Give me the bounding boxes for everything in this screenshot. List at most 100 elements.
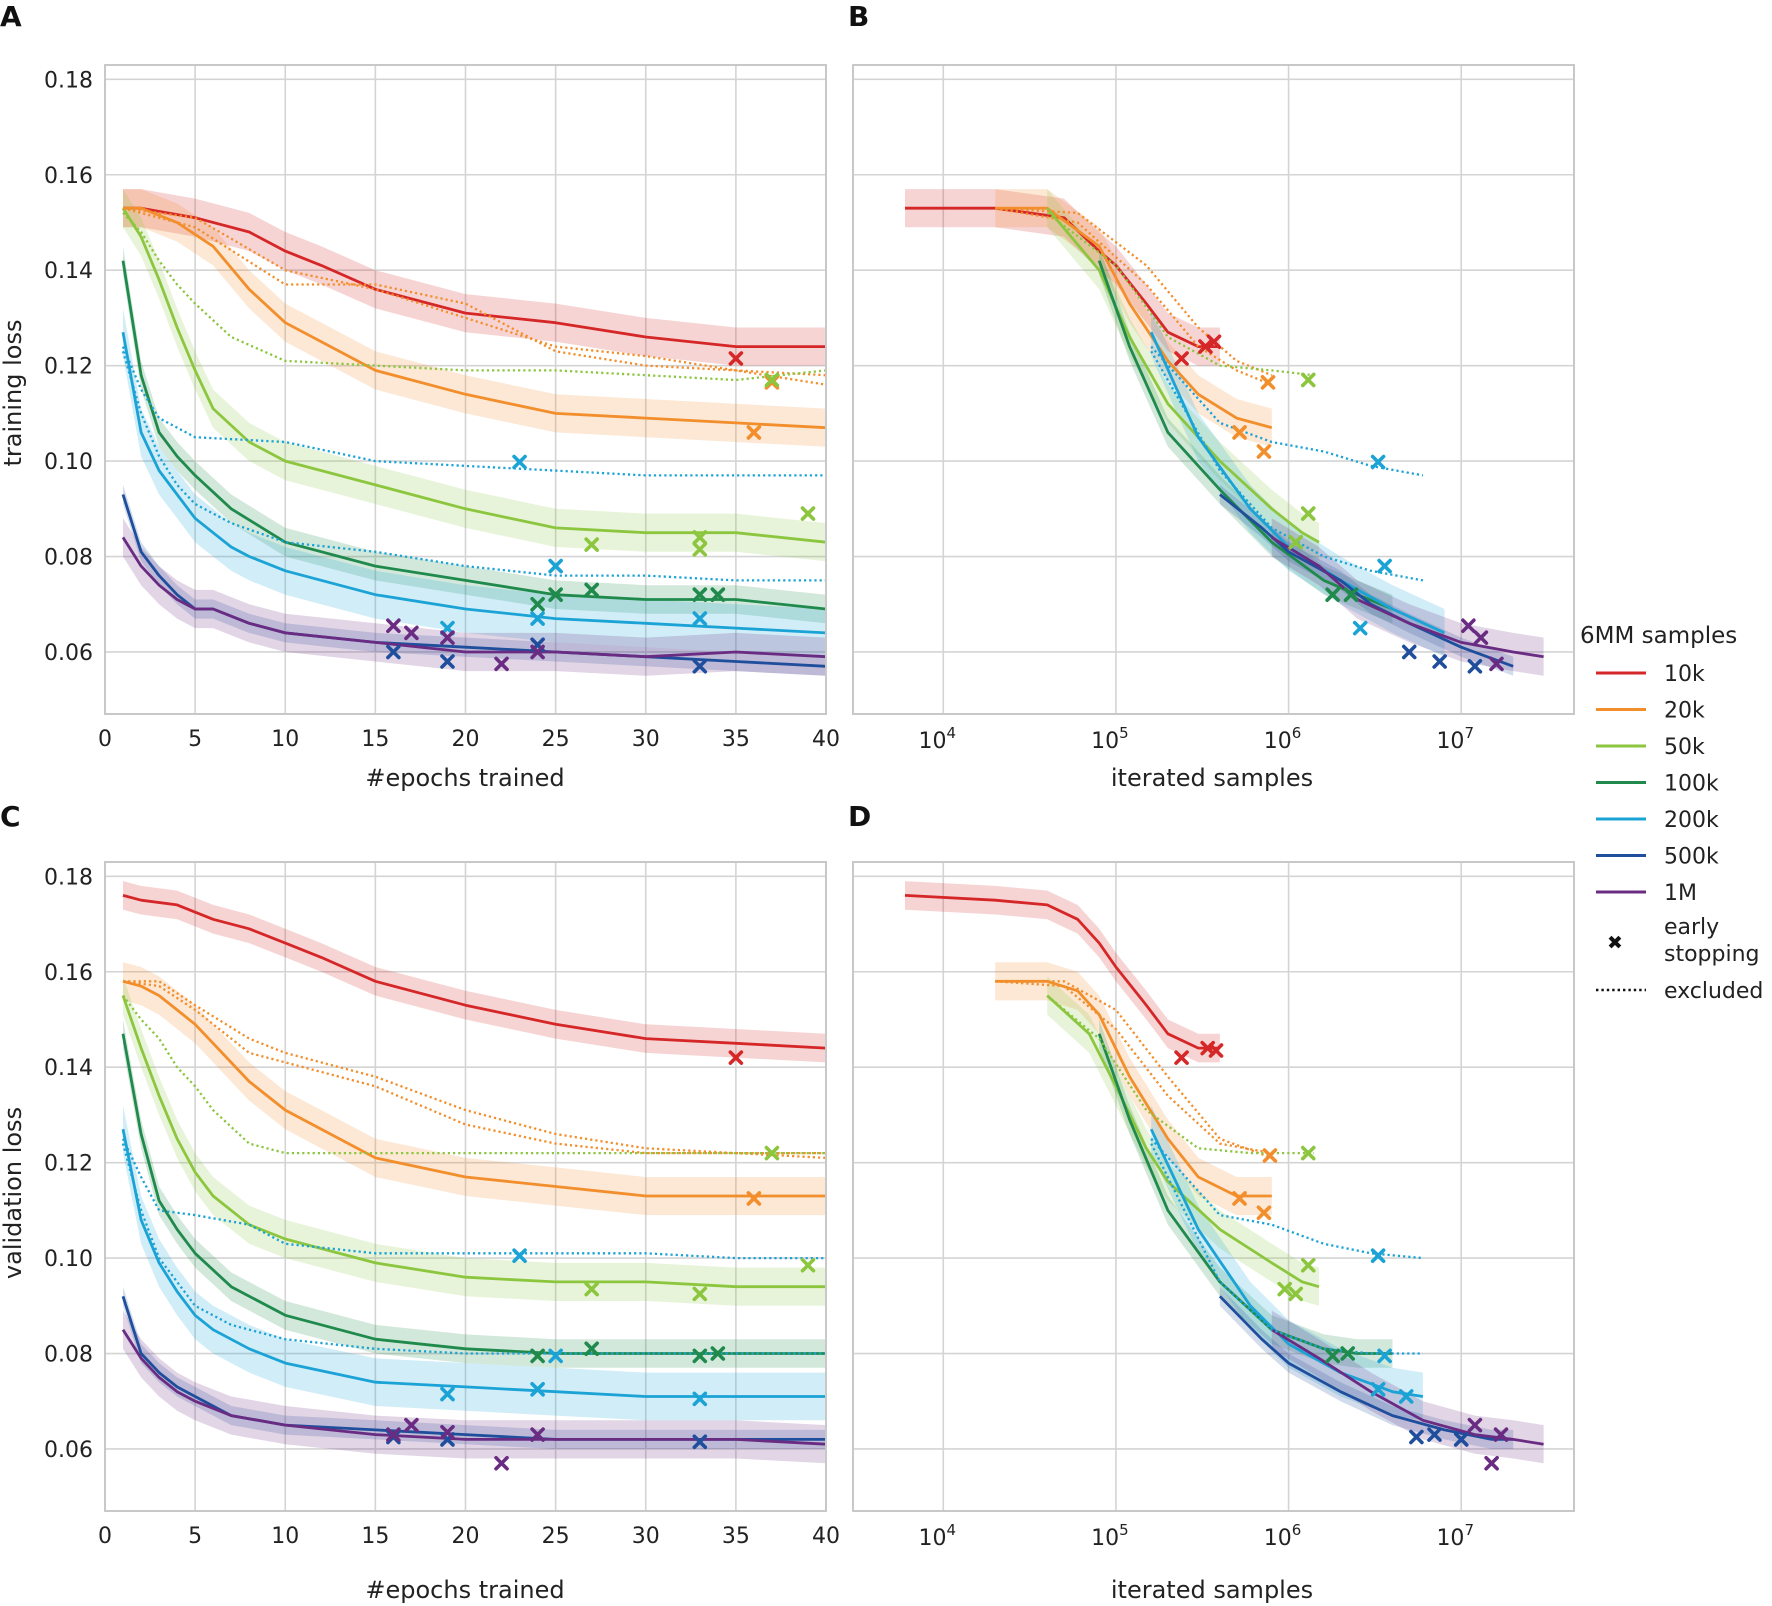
- plot-area-d: [853, 862, 1574, 1511]
- x-tick-label: 5: [188, 1524, 202, 1549]
- series-line-1M: [1271, 536, 1544, 659]
- early-stop-marker-10k: [1208, 1043, 1224, 1058]
- series-line-20k: [995, 979, 1272, 1198]
- band-50k: [123, 189, 826, 562]
- series-line-200k-excluded: [121, 346, 826, 477]
- band-50k: [123, 976, 826, 1306]
- early-stop-marker-50k: [692, 542, 708, 557]
- x-tick-label: 10: [271, 727, 299, 752]
- y-tick-label: 0.16: [44, 961, 93, 986]
- early-stop-marker-50k: [764, 1145, 780, 1161]
- early-stop-marker-100k: [1343, 587, 1359, 602]
- x-tick-label: 20: [452, 727, 480, 752]
- y-tick-label: 0.14: [44, 1056, 93, 1081]
- y-tick-label: 0.10: [44, 1247, 93, 1272]
- early-stop-marker-500k: [1467, 658, 1483, 674]
- series-line-20k-excluded: [122, 207, 827, 386]
- y-tick-label: 0.08: [44, 1343, 93, 1368]
- x-tick-label: 5: [188, 727, 202, 752]
- x-tick-label: 10: [271, 1524, 299, 1549]
- early-stop-marker-10k: [728, 351, 744, 366]
- x-tick-label: 30: [632, 727, 660, 752]
- x-tick-label: 15: [361, 727, 389, 752]
- early-stop-marker-50k: [584, 537, 599, 552]
- x-tick-label: 35: [722, 1524, 750, 1549]
- y-tick-label: 0.08: [44, 546, 93, 571]
- series-line-50k-excluded: [1046, 211, 1314, 377]
- series-line-50k: [1046, 994, 1320, 1289]
- x-tick-label: 105: [1091, 1521, 1129, 1551]
- early-stop-marker-50k: [800, 506, 816, 521]
- early-stop-marker-100k: [1340, 1346, 1355, 1361]
- early-stop-marker-1M: [530, 644, 545, 660]
- early-stop-marker-1M: [404, 1417, 419, 1433]
- early-stop-marker-1M: [530, 1427, 545, 1442]
- x-tick-label: 25: [542, 727, 570, 752]
- early-stop-marker-1M: [1461, 618, 1476, 634]
- x-tick-label: 0: [98, 1524, 112, 1549]
- early-stop-marker-100k: [548, 587, 563, 602]
- early-stop-marker-20k: [1232, 425, 1247, 440]
- early-stop-marker-200k: [1377, 1348, 1392, 1364]
- series-line-200k: [121, 331, 827, 635]
- early-stop-marker-10k: [1174, 351, 1189, 366]
- legend-early-stopping-marker: ✖: [1607, 932, 1623, 954]
- series-line-100k: [121, 260, 827, 611]
- series-line-200k: [1149, 1128, 1424, 1398]
- band-500k: [123, 1286, 826, 1449]
- series-line-200k-excluded: [121, 350, 826, 582]
- legend-label-200k: 200k: [1664, 808, 1719, 833]
- early-stop-marker-10k: [1198, 339, 1213, 354]
- series-line-20k-excluded: [995, 980, 1273, 1159]
- early-stop-marker-1M: [404, 625, 419, 641]
- plot-area-b: [853, 65, 1574, 714]
- x-axis-label-b: iterated samples: [1111, 764, 1313, 792]
- early-stop-marker-1M: [1484, 1455, 1499, 1471]
- series-line-200k-excluded: [121, 1143, 826, 1355]
- series-line-20k-excluded: [995, 980, 1273, 1155]
- y-tick-label: 0.06: [44, 641, 93, 666]
- early-stop-marker-20k: [1232, 1191, 1247, 1206]
- early-stop-marker-200k: [1370, 1248, 1386, 1263]
- x-tick-label: 104: [919, 1521, 957, 1551]
- early-stop-marker-20k: [746, 1191, 762, 1206]
- early-stop-marker-200k: [548, 1348, 563, 1364]
- legend-excluded-label: excluded: [1664, 979, 1763, 1004]
- series-line-50k-excluded: [122, 994, 826, 1155]
- x-tick-label: 107: [1436, 1521, 1474, 1551]
- band-200k: [123, 1105, 826, 1421]
- early-stop-marker-100k: [530, 596, 545, 612]
- early-stop-marker-50k: [1300, 372, 1316, 388]
- band-20k: [995, 189, 1272, 447]
- early-stop-marker-100k: [710, 587, 726, 602]
- x-tick-label: 107: [1436, 724, 1474, 754]
- early-stop-marker-200k: [512, 454, 527, 470]
- series-line-20k-excluded: [995, 207, 1273, 377]
- series-line-200k: [121, 1128, 826, 1398]
- series-line-1M: [1271, 1328, 1544, 1446]
- early-stop-marker-50k: [764, 372, 780, 388]
- early-stop-marker-50k: [692, 1286, 708, 1302]
- legend-item: 500k: [1596, 845, 1719, 870]
- early-stop-marker-200k: [1370, 1382, 1386, 1397]
- early-stop-marker-200k: [1398, 1389, 1414, 1404]
- band-500k: [123, 484, 826, 676]
- x-tick-label: 104: [919, 724, 957, 754]
- x-tick-label: 35: [722, 727, 750, 752]
- series-line-20k-excluded: [122, 207, 827, 377]
- legend-early-stopping-line1: early: [1664, 915, 1719, 940]
- series-line-20k: [122, 979, 826, 1198]
- early-stop-marker-50k: [1288, 534, 1304, 550]
- x-tick-label: 25: [542, 1524, 570, 1549]
- early-stop-marker-500k: [1453, 1432, 1469, 1447]
- early-stop-marker-1M: [440, 1424, 455, 1440]
- band-50k: [1047, 976, 1319, 1306]
- panel-letter-a: A: [0, 0, 22, 33]
- early-stop-marker-1M: [494, 1455, 509, 1471]
- x-tick-label: 30: [632, 1524, 660, 1549]
- early-stop-marker-500k: [440, 654, 455, 669]
- legend-item: 100k: [1596, 772, 1719, 797]
- early-stop-marker-50k: [1300, 506, 1316, 521]
- legend-label-10k: 10k: [1664, 662, 1705, 687]
